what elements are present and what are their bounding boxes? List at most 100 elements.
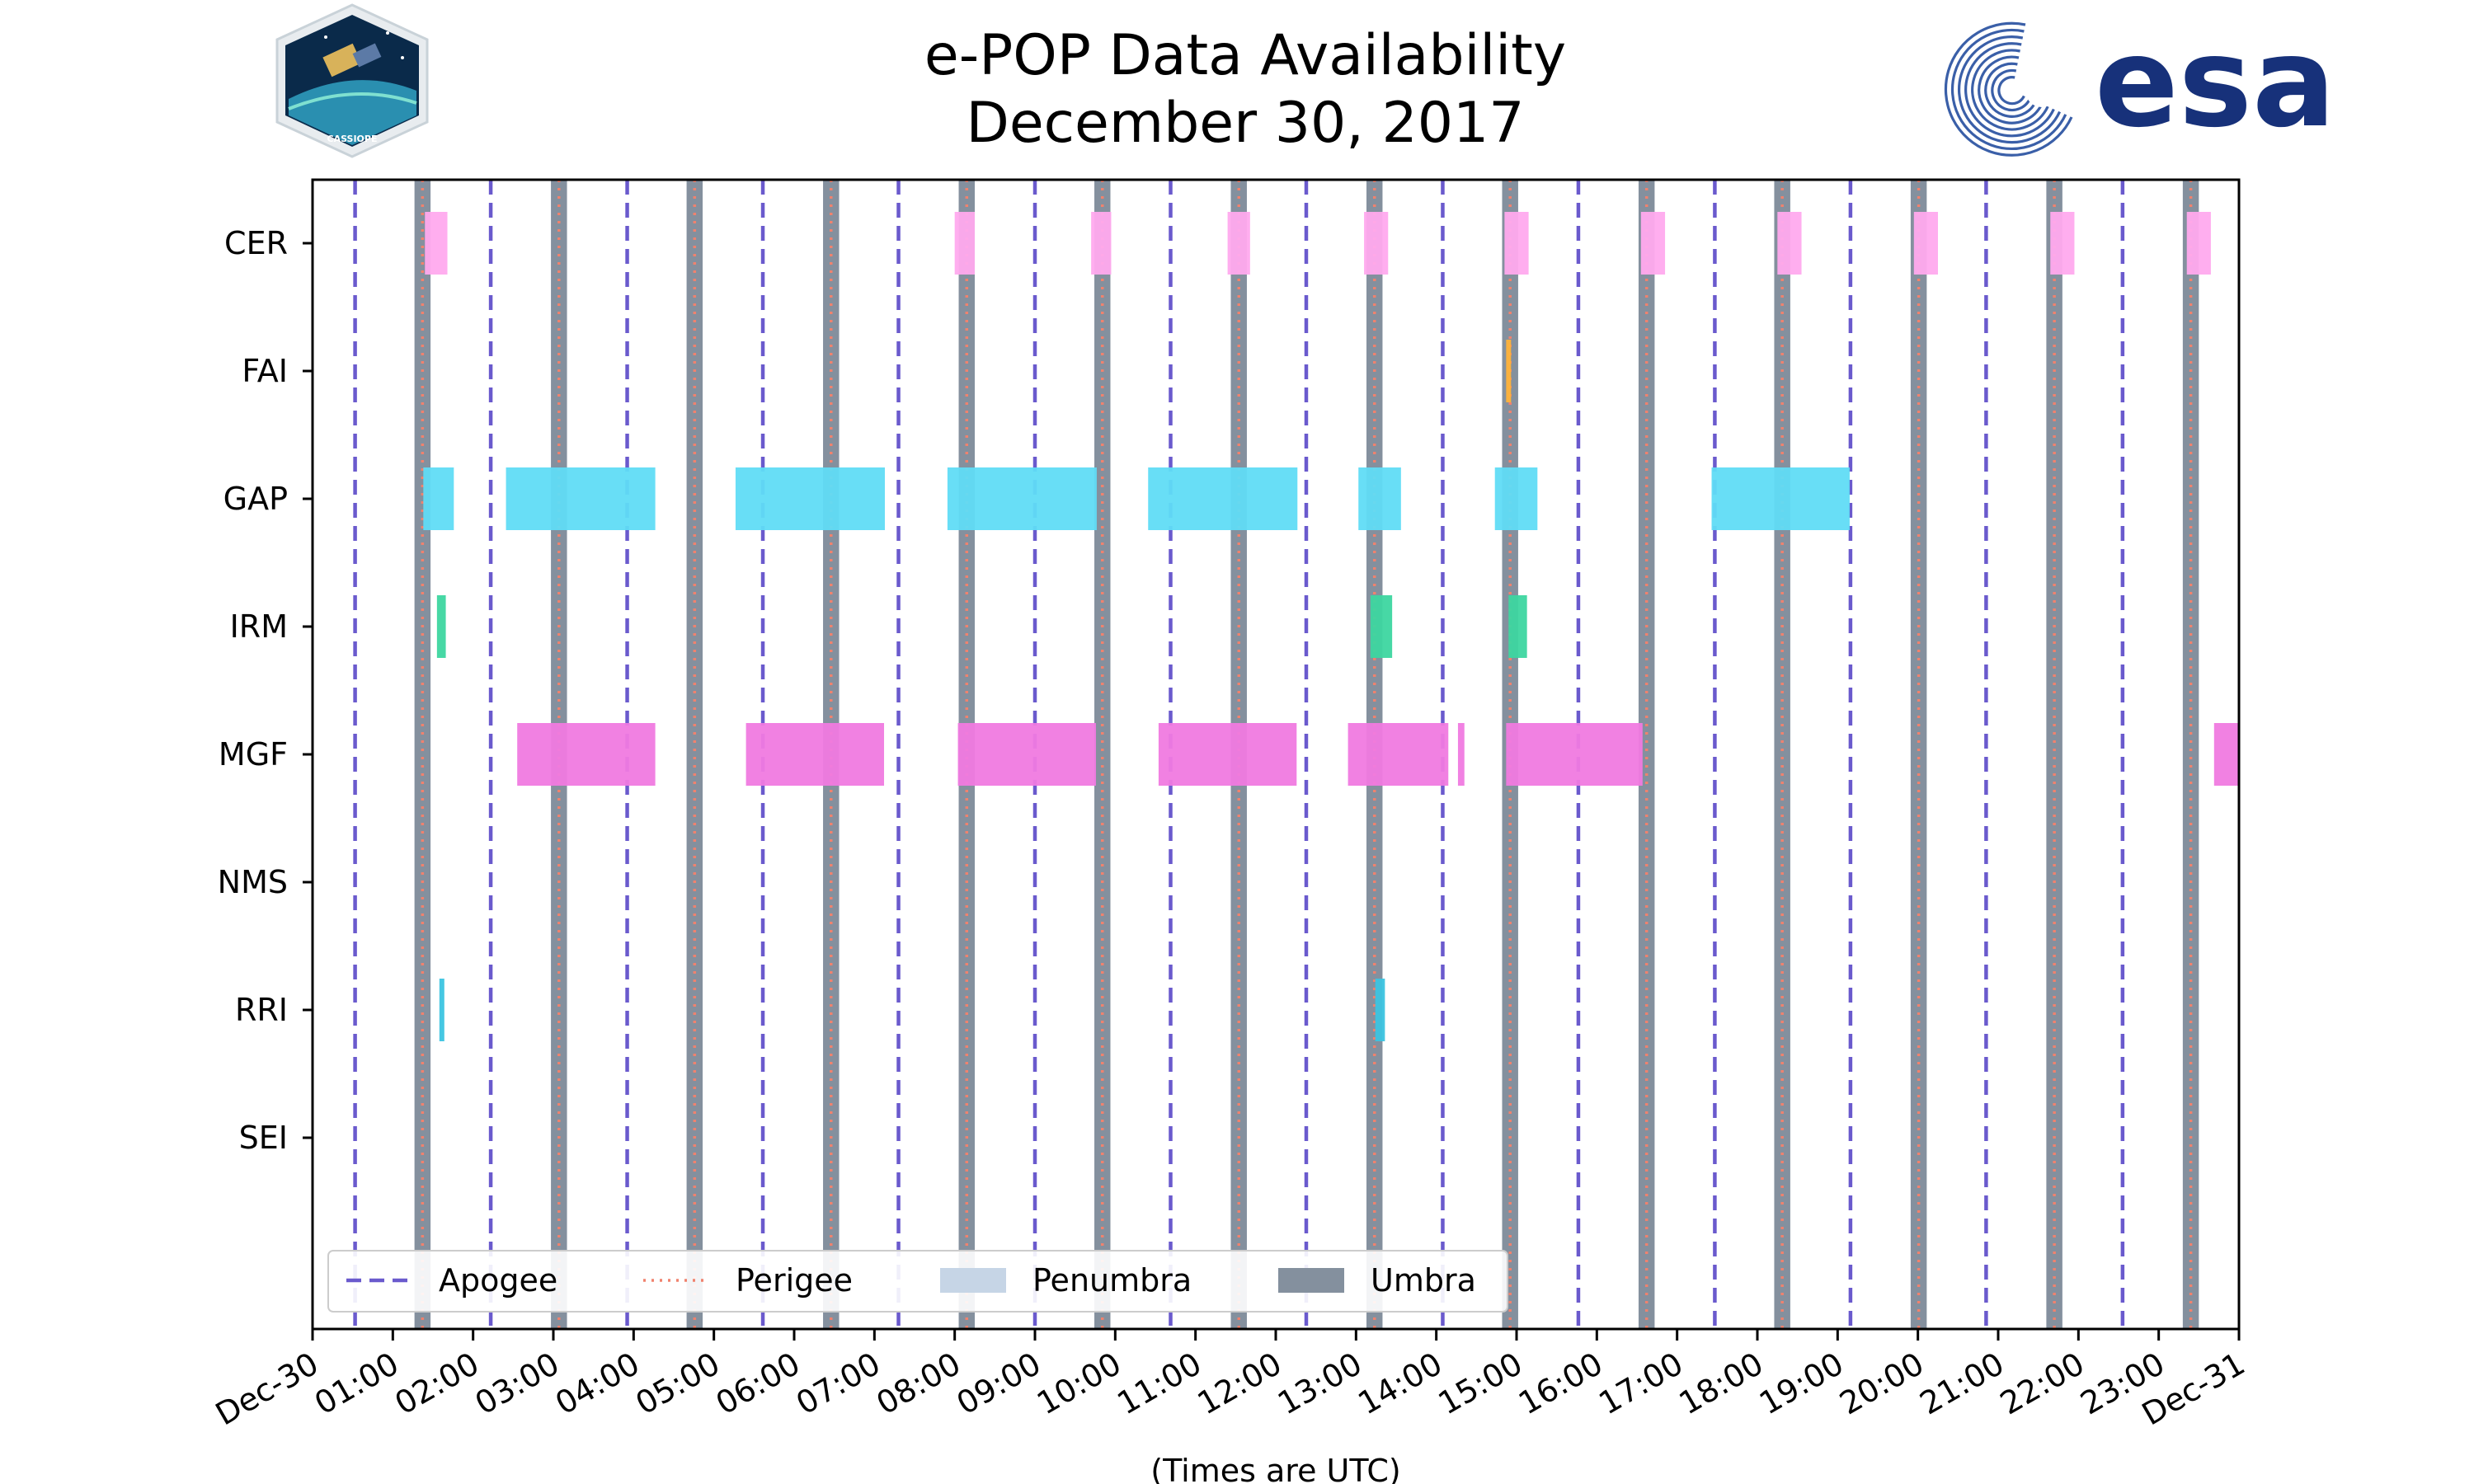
esa-swirl-icon — [1944, 21, 2073, 157]
x-tick-label: 21:00 — [1914, 1345, 2011, 1422]
umbra-band — [414, 180, 431, 1329]
umbra-band — [2046, 180, 2062, 1329]
data-bar-gap — [423, 467, 454, 530]
data-bar-mgf — [1506, 723, 1643, 786]
x-tick-label: 09:00 — [951, 1345, 1047, 1422]
x-tick-label: 19:00 — [1753, 1345, 1850, 1422]
esa-logo: esa — [1944, 12, 2335, 157]
esa-swirl-arc — [1984, 62, 2038, 118]
x-tick-label: 04:00 — [549, 1345, 646, 1422]
esa-swirl-arc — [1997, 76, 2025, 106]
umbra-band — [1094, 180, 1111, 1329]
orbit-lines-layer — [353, 180, 2193, 1329]
umbra-band — [686, 180, 703, 1329]
data-bar-mgf — [1158, 723, 1297, 786]
x-tick-label: Dec-30 — [209, 1345, 324, 1433]
data-bar-cer — [1364, 212, 1389, 275]
x-tick-label: 13:00 — [1272, 1345, 1368, 1422]
umbra-band — [2182, 180, 2199, 1329]
data-bar-cer — [1777, 212, 1802, 275]
y-tick-label: RRI — [235, 992, 288, 1028]
x-tick-label: 22:00 — [1994, 1345, 2091, 1422]
y-tick-label: CER — [224, 225, 288, 261]
x-tick-label: 06:00 — [710, 1345, 807, 1422]
data-bar-mgf — [957, 723, 1096, 786]
legend-label: Penumbra — [1032, 1262, 1192, 1298]
esa-logo-text: esa — [2095, 12, 2335, 155]
data-bar-mgf — [1348, 723, 1449, 786]
legend-label: Umbra — [1371, 1262, 1476, 1298]
data-bar-gap — [947, 467, 1097, 530]
x-tick-label: 16:00 — [1512, 1345, 1609, 1422]
cassiope-logo: CASSIOPE — [275, 3, 429, 158]
data-bar-rri — [1375, 979, 1385, 1041]
x-tick-label: 08:00 — [870, 1345, 967, 1422]
esa-swirl-arc — [1978, 55, 2044, 124]
data-bar-gap — [506, 467, 656, 530]
x-axis-label: (Times are UTC) — [1150, 1453, 1400, 1484]
data-bar-cer — [1091, 212, 1112, 275]
y-tick-label: FAI — [242, 353, 288, 389]
chart-title-line-1: e-POP Data Availability — [924, 23, 1566, 88]
legend-penumbra-swatch — [940, 1268, 1006, 1293]
chart-title-line-2: December 30, 2017 — [966, 91, 1524, 156]
legend-label: Perigee — [736, 1262, 853, 1298]
data-bar-irm — [1508, 595, 1527, 658]
data-bar-cer — [1913, 212, 1938, 275]
y-axis: CER FAI GAP IRM MGF NMS RRI SEI — [218, 225, 313, 1156]
data-bar-cer — [954, 212, 975, 275]
data-bar-gap — [1358, 467, 1401, 530]
data-bars-layer — [423, 212, 2239, 1041]
y-tick-label: SEI — [239, 1120, 288, 1156]
x-tick-label: 12:00 — [1192, 1345, 1288, 1422]
data-bar-mgf — [1457, 723, 1465, 786]
data-bar-gap — [1494, 467, 1538, 530]
data-bar-cer — [1640, 212, 1666, 275]
x-tick-label: 17:00 — [1592, 1345, 1689, 1422]
esa-swirl-arc — [1991, 68, 2032, 112]
data-bar-irm — [1370, 595, 1393, 658]
data-bar-gap — [735, 467, 885, 530]
data-bar-cer — [1227, 212, 1250, 275]
esa-swirl-arc — [1958, 35, 2062, 144]
x-tick-label: 03:00 — [469, 1345, 566, 1422]
esa-swirl-arc — [1944, 21, 2073, 157]
data-bar-cer — [425, 212, 448, 275]
data-bar-cer — [2186, 212, 2211, 275]
x-tick-label: 01:00 — [308, 1345, 405, 1422]
x-tick-label: 11:00 — [1111, 1345, 1207, 1422]
data-bar-irm — [436, 595, 446, 658]
data-bar-cer — [2050, 212, 2075, 275]
x-tick-label: 02:00 — [388, 1345, 485, 1422]
esa-swirl-arc — [1950, 28, 2067, 151]
umbra-band — [1774, 180, 1790, 1329]
umbra-band — [1910, 180, 1927, 1329]
legend-umbra-swatch — [1278, 1268, 1344, 1293]
x-tick-label: 07:00 — [790, 1345, 887, 1422]
data-bar-rri — [439, 979, 444, 1041]
esa-swirl-center — [2025, 74, 2058, 107]
esa-swirl-arc — [1971, 49, 2049, 131]
legend-label: Apogee — [439, 1262, 557, 1298]
y-tick-label: NMS — [218, 864, 288, 900]
data-bar-fai — [1506, 340, 1512, 402]
data-bar-mgf — [2213, 723, 2239, 786]
data-bar-gap — [1148, 467, 1298, 530]
x-axis: Dec-3001:0002:0003:0004:0005:0006:0007:0… — [209, 1329, 2251, 1433]
x-tick-label: 05:00 — [629, 1345, 726, 1422]
x-tick-label: 10:00 — [1031, 1345, 1127, 1422]
data-bar-mgf — [745, 723, 885, 786]
umbra-band — [1638, 180, 1655, 1329]
y-tick-label: MGF — [219, 736, 288, 773]
y-tick-label: GAP — [223, 481, 288, 517]
legend-box — [327, 1250, 1508, 1313]
y-tick-label: IRM — [230, 608, 288, 645]
x-tick-label: 15:00 — [1432, 1345, 1529, 1422]
data-bar-mgf — [517, 723, 656, 786]
cassiope-logo-text: CASSIOPE — [327, 134, 378, 144]
esa-swirl-arc — [1964, 42, 2055, 138]
x-tick-label: 20:00 — [1833, 1345, 1930, 1422]
x-tick-label: 14:00 — [1352, 1345, 1448, 1422]
data-bar-gap — [1711, 467, 1850, 530]
